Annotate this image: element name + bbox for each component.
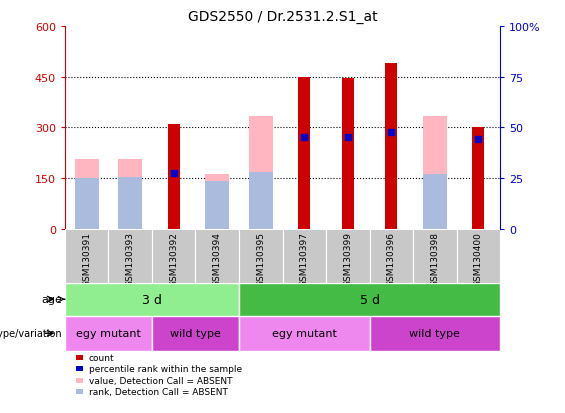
Text: wild type: wild type <box>409 328 460 339</box>
Text: GSM130396: GSM130396 <box>387 232 396 287</box>
Bar <box>118 160 142 229</box>
Bar <box>239 283 500 316</box>
Bar <box>472 128 484 229</box>
Bar <box>239 229 282 283</box>
Bar <box>205 174 229 229</box>
Text: GSM130394: GSM130394 <box>213 232 221 287</box>
Bar <box>423 116 447 229</box>
Bar <box>298 77 310 229</box>
Bar <box>239 316 370 351</box>
Text: egy mutant: egy mutant <box>76 328 141 339</box>
Text: GSM130400: GSM130400 <box>474 232 483 287</box>
Bar <box>413 229 457 283</box>
Text: genotype/variation: genotype/variation <box>0 328 62 339</box>
Bar <box>168 125 180 229</box>
Bar <box>65 316 152 351</box>
Bar <box>152 316 239 351</box>
Bar <box>75 178 99 229</box>
Text: age: age <box>41 294 62 304</box>
Text: GSM130399: GSM130399 <box>344 232 352 287</box>
Bar <box>75 160 99 229</box>
Text: GSM130395: GSM130395 <box>257 232 265 287</box>
Bar <box>118 178 142 229</box>
Text: wild type: wild type <box>170 328 221 339</box>
Bar <box>423 174 447 229</box>
Bar <box>457 229 500 283</box>
Point <box>386 130 396 136</box>
Bar <box>385 64 397 229</box>
Bar <box>370 316 500 351</box>
Bar <box>326 229 370 283</box>
Text: 3 d: 3 d <box>142 293 162 306</box>
Point <box>343 135 353 141</box>
Bar <box>65 229 108 283</box>
Bar <box>65 283 239 316</box>
Text: egy mutant: egy mutant <box>272 328 337 339</box>
Bar <box>195 229 239 283</box>
Text: GSM130398: GSM130398 <box>431 232 439 287</box>
Text: value, Detection Call = ABSENT: value, Detection Call = ABSENT <box>89 376 232 385</box>
Text: GSM130393: GSM130393 <box>126 232 134 287</box>
Bar <box>249 173 273 229</box>
Point <box>473 137 483 143</box>
Text: GSM130392: GSM130392 <box>170 232 178 287</box>
Title: GDS2550 / Dr.2531.2.S1_at: GDS2550 / Dr.2531.2.S1_at <box>188 10 377 24</box>
Text: rank, Detection Call = ABSENT: rank, Detection Call = ABSENT <box>89 387 228 396</box>
Bar <box>370 229 413 283</box>
Bar <box>342 79 354 229</box>
Text: GSM130397: GSM130397 <box>300 232 308 287</box>
Text: GSM130391: GSM130391 <box>82 232 91 287</box>
Point <box>170 170 179 177</box>
Point <box>299 135 308 141</box>
Text: percentile rank within the sample: percentile rank within the sample <box>89 364 242 373</box>
Bar <box>152 229 195 283</box>
Text: count: count <box>89 353 114 362</box>
Bar <box>108 229 152 283</box>
Bar <box>282 229 326 283</box>
Bar <box>205 182 229 229</box>
Text: 5 d: 5 d <box>359 293 380 306</box>
Bar <box>249 116 273 229</box>
